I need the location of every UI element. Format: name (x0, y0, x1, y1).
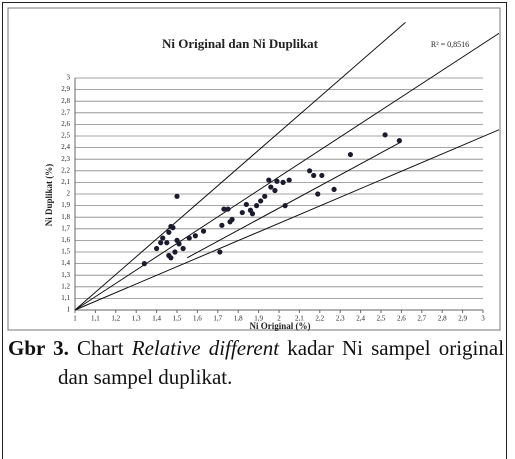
x-tick-label: 2,2 (315, 315, 324, 323)
y-tick-label: 1,6 (61, 236, 70, 244)
x-tick-label: 1,4 (152, 315, 161, 323)
data-point (221, 206, 227, 212)
data-point (154, 245, 160, 252)
data-point (217, 249, 223, 255)
data-point (347, 151, 353, 158)
x-axis-label: Ni Original (%) (250, 321, 311, 331)
data-point (272, 187, 278, 194)
data-point (180, 245, 186, 252)
data-point (243, 201, 249, 208)
data-point (249, 211, 256, 217)
data-point (239, 209, 245, 216)
y-tick-label: 2,6 (61, 120, 70, 128)
data-point (262, 193, 268, 199)
r-squared: R² = 0,8516 (431, 40, 469, 49)
caption-text: kadar Ni sampel original dan sampel dupl… (58, 336, 505, 389)
data-point (200, 228, 207, 234)
x-tick-label: 2,6 (397, 315, 406, 323)
chart-border (7, 7, 501, 331)
data-point (268, 184, 274, 190)
y-tick-label: 2,7 (61, 108, 70, 116)
data-point (282, 203, 288, 209)
data-point (141, 261, 147, 267)
y-tick-label: 2 (67, 190, 71, 198)
reference-line (74, 21, 406, 311)
x-tick-label: 2,7 (417, 315, 426, 323)
data-point (266, 177, 272, 183)
data-point (319, 172, 325, 179)
y-tick-label: 1,7 (61, 224, 70, 232)
figure-frame (2, 2, 507, 459)
caption-emphasis: Relative different (131, 336, 280, 360)
data-point (166, 229, 172, 235)
y-tick-label: 3 (67, 74, 71, 82)
x-tick-label: 1 (73, 315, 77, 323)
y-tick-label: 1,3 (61, 271, 70, 279)
data-point (168, 255, 174, 261)
data-point (164, 240, 170, 246)
y-tick-label: 2,8 (61, 97, 70, 105)
data-point (286, 177, 292, 183)
y-tick-label: 2,1 (61, 178, 70, 186)
x-tick-label: 2,3 (336, 315, 345, 323)
x-tick-label: 1,5 (173, 315, 182, 323)
data-point (192, 233, 198, 239)
data-point (170, 225, 176, 231)
data-point (382, 132, 388, 138)
x-tick-label: 1,6 (193, 315, 202, 323)
data-point (258, 198, 264, 204)
data-point (311, 172, 317, 179)
y-tick-label: 1,8 (61, 213, 70, 221)
data-point (280, 179, 286, 185)
x-tick-label: 2 (277, 315, 281, 323)
reference-line (74, 129, 499, 311)
x-tick-label: 2,5 (377, 315, 386, 323)
x-tick-label: 1,3 (132, 315, 141, 323)
data-point (160, 235, 166, 241)
y-tick-label: 1,1 (61, 294, 70, 302)
y-tick-label: 2,2 (61, 166, 70, 174)
x-tick-label: 2,4 (356, 315, 365, 323)
caption-text: Chart (76, 336, 124, 360)
y-axis-label: Ni Duplikat (%) (44, 164, 54, 227)
data-point (396, 138, 402, 144)
x-tick-label: 3 (481, 315, 485, 323)
data-point (219, 222, 225, 228)
data-point (225, 206, 231, 212)
data-point (174, 193, 180, 199)
y-tick-label: 1,2 (61, 282, 70, 290)
data-point (315, 191, 321, 197)
y-tick-label: 1,4 (61, 259, 70, 267)
data-point (172, 249, 178, 255)
y-tick-label: 2,4 (61, 143, 70, 151)
x-tick-label: 1,1 (91, 315, 100, 323)
caption: Gbr 3. Chart Relative different kadar Ni… (8, 334, 504, 392)
x-tick-label: 1,8 (234, 315, 243, 323)
x-tick-label: 1,2 (111, 315, 120, 323)
data-point (158, 240, 164, 246)
y-tick-label: 2,3 (61, 155, 70, 163)
y-tick-label: 1,9 (61, 201, 70, 209)
x-tick-label: 2,9 (458, 315, 467, 323)
data-point (229, 216, 235, 223)
chart: Ni Original dan Ni Duplikat R² = 0,8516 … (7, 7, 501, 331)
chart-title: Ni Original dan Ni Duplikat (162, 36, 319, 51)
data-point (186, 235, 192, 241)
data-point (331, 186, 337, 192)
caption-label: Gbr 3. (8, 336, 69, 360)
data-point (253, 203, 260, 209)
x-tick-label: 1,7 (213, 315, 222, 323)
x-tick-label: 2,8 (438, 315, 447, 323)
x-tick-label: 2,1 (295, 315, 304, 323)
y-tick-label: 1 (67, 306, 71, 314)
y-tick-label: 2,9 (61, 85, 70, 93)
data-point (274, 178, 280, 184)
y-tick-label: 2,5 (61, 132, 70, 140)
data-point (176, 241, 182, 247)
y-tick-label: 1,5 (61, 248, 70, 256)
x-tick-label: 1,9 (254, 315, 263, 323)
data-point (307, 168, 313, 174)
reference-line (186, 141, 402, 259)
